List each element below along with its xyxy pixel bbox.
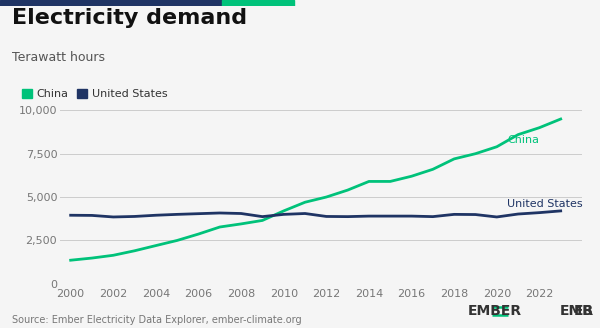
Legend: China, United States: China, United States [17, 84, 172, 103]
Text: China: China [508, 135, 539, 145]
Text: ER: ER [574, 304, 594, 318]
Bar [222, 0, 294, 6]
Text: Source: Ember Electricity Data Explorer, ember-climate.org: Source: Ember Electricity Data Explorer,… [12, 315, 302, 325]
Text: Terawatt hours: Terawatt hours [12, 51, 105, 64]
Text: EMBER: EMBER [468, 304, 522, 318]
Bar [0, 0, 222, 6]
Text: EMB: EMB [560, 304, 594, 318]
Text: United States: United States [508, 199, 583, 209]
Text: Electricity demand: Electricity demand [12, 8, 247, 28]
